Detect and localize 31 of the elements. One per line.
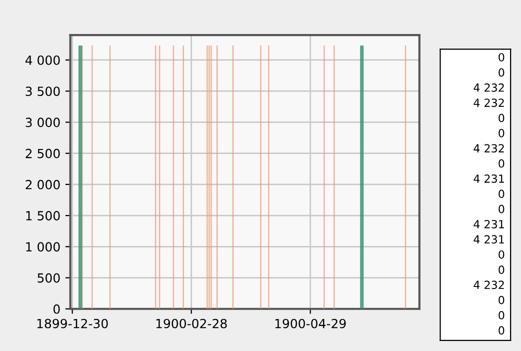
- y-tick-label: 3 500: [26, 86, 60, 96]
- text: 0: [498, 190, 504, 198]
- text: 0: [498, 53, 504, 62]
- text: 4 231: [474, 220, 504, 228]
- text: 0: [498, 326, 504, 335]
- y-tick-label: 500: [38, 273, 60, 283]
- y-tick-label: 3 000: [26, 118, 60, 128]
- text: 0: [498, 250, 504, 259]
- text: 0: [498, 68, 504, 77]
- text: 0: [498, 265, 504, 274]
- text: 4 231: [474, 235, 504, 244]
- y-tick-label: 4 000: [25, 55, 60, 65]
- text: 0: [498, 114, 504, 122]
- text: 0: [498, 296, 504, 304]
- text: 0: [498, 311, 504, 320]
- y-tick-label: 1 000: [26, 242, 60, 252]
- text: 0: [498, 159, 504, 168]
- y-tick-label: 2 000: [26, 180, 60, 190]
- y-tick-label: 2 500: [26, 148, 60, 158]
- text: 0: [498, 204, 504, 214]
- text: 4 232: [474, 83, 504, 92]
- text: 4 232: [474, 280, 504, 290]
- x-tick-label: 1900-04-29: [275, 318, 346, 328]
- text: 0: [498, 128, 504, 138]
- text: 4 232: [474, 144, 504, 153]
- text: 4 231: [474, 174, 504, 183]
- text: 4 232: [474, 98, 504, 107]
- x-tick-label: 1899-12-30: [37, 318, 108, 328]
- y-tick-label: 1 500: [26, 211, 60, 220]
- y-tick-label: 0: [53, 304, 60, 314]
- x-tick-label: 1900-02-28: [156, 318, 227, 328]
